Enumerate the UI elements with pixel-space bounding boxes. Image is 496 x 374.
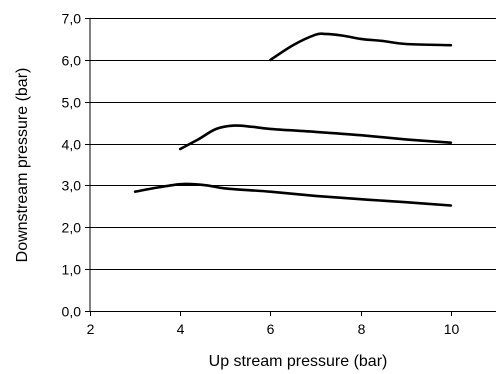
x-tick-label: 10 <box>444 321 460 337</box>
x-tick-label: 4 <box>177 321 185 337</box>
x-tick-label: 2 <box>87 321 95 337</box>
x-tick-label: 6 <box>267 321 275 337</box>
y-axis-title: Downstream pressure (bar) <box>14 68 31 263</box>
y-tick-label: 5,0 <box>62 95 82 111</box>
y-tick-label: 6,0 <box>62 53 82 69</box>
y-tick-label: 4,0 <box>62 137 82 153</box>
y-tick-label: 2,0 <box>62 220 82 236</box>
series-line-1 <box>269 32 453 62</box>
y-axis-ticks: 0,0 1,0 2,0 3,0 4,0 5,0 6,0 7,0 <box>62 11 90 320</box>
x-axis-ticks: 2 4 6 8 10 <box>87 311 460 337</box>
y-tick-label: 7,0 <box>62 11 82 27</box>
x-tick-label: 8 <box>358 321 366 337</box>
y-tick-label: 1,0 <box>62 262 82 278</box>
grid-lines <box>90 18 496 312</box>
series-line-2 <box>178 124 453 151</box>
x-axis-title: Up stream pressure (bar) <box>209 353 388 370</box>
y-tick-label: 0,0 <box>62 304 82 320</box>
y-tick-label: 3,0 <box>62 178 82 194</box>
series-line-3 <box>133 182 453 207</box>
series-lines <box>133 32 453 207</box>
